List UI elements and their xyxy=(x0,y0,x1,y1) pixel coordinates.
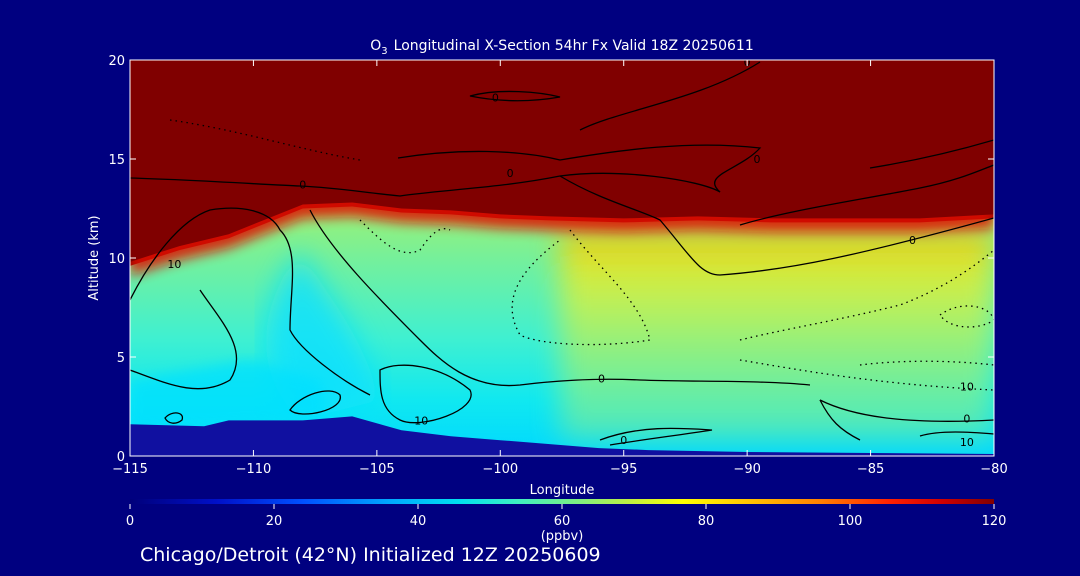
colorbar-tick-label: 100 xyxy=(838,514,863,529)
terrain xyxy=(130,416,994,456)
x-axis-label: Longitude xyxy=(530,483,595,498)
contour-label: 0 xyxy=(909,234,916,247)
contour-label: 0 xyxy=(507,167,514,180)
ozone-low-surface xyxy=(130,360,330,430)
y-tick-label: 0 xyxy=(117,450,125,465)
colorbar-label: (ppbv) xyxy=(541,529,584,544)
title-species-subscript: 3 xyxy=(381,46,387,57)
x-tick-label: −95 xyxy=(610,462,637,477)
contour-label: 10 xyxy=(960,381,974,394)
plot-area: 00000010010010010 xyxy=(130,60,994,456)
colorbar-tick-label: 60 xyxy=(554,514,571,529)
contour-label: 0 xyxy=(754,153,761,166)
colorbar-tick-label: 80 xyxy=(698,514,715,529)
x-tick-label: −110 xyxy=(236,462,272,477)
contour-lines-negative xyxy=(169,119,994,391)
x-tick-label: −85 xyxy=(857,462,884,477)
contour-label: 0 xyxy=(492,92,499,105)
y-axis-label: Altitude (km) xyxy=(87,215,102,300)
x-tick-label: −90 xyxy=(733,462,760,477)
x-tick-label: −105 xyxy=(359,462,395,477)
y-tick-label: 5 xyxy=(117,351,125,366)
y-tick-label: 20 xyxy=(108,54,125,69)
colorbar-tick-label: 120 xyxy=(982,514,1007,529)
title-text: Longitudinal X-Section 54hr Fx Valid 18Z… xyxy=(394,38,754,54)
chart-title: O3 Longitudinal X-Section 54hr Fx Valid 1… xyxy=(370,38,754,57)
contour-label: 0 xyxy=(963,412,970,425)
colorbar-ticks: 0 20 40 60 80 100 120 xyxy=(126,504,1007,529)
x-axis: −115 −110 −105 −100 −95 −90 −85 −80 xyxy=(112,60,1008,477)
contour-label: 10 xyxy=(960,436,974,449)
ozone-field-east xyxy=(560,230,994,440)
y-axis: 0 5 10 15 20 xyxy=(108,54,994,465)
colorbar-tick-label: 40 xyxy=(410,514,427,529)
contour-label: 0 xyxy=(598,373,605,386)
x-tick-label: −115 xyxy=(112,462,148,477)
stratosphere-core xyxy=(130,60,994,262)
contour-label: 10 xyxy=(167,258,181,271)
y-tick-label: 10 xyxy=(108,252,125,267)
title-species: O xyxy=(370,38,381,54)
footer-caption: Chicago/Detroit (42°N) Initialized 12Z 2… xyxy=(140,544,601,566)
contour-label: 0 xyxy=(299,179,306,192)
x-tick-label: −80 xyxy=(980,462,1007,477)
colorbar-tick-label: 0 xyxy=(126,514,134,529)
contour-label: 0 xyxy=(620,434,627,447)
colorbar xyxy=(130,499,994,504)
colorbar-tick-label: 20 xyxy=(266,514,283,529)
x-tick-label: −100 xyxy=(482,462,518,477)
contour-lines xyxy=(130,61,994,446)
contour-label: 10 xyxy=(414,414,428,427)
y-tick-label: 15 xyxy=(108,153,125,168)
